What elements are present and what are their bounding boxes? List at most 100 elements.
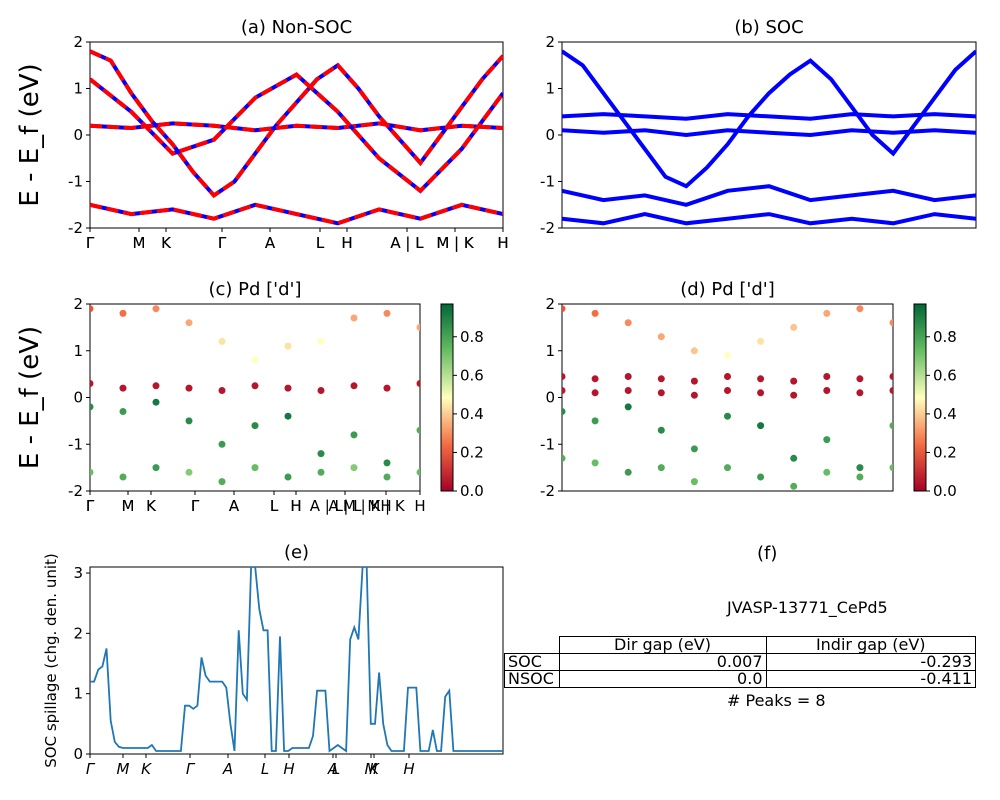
colorbar-tick-label: 0.0	[933, 482, 957, 500]
band-point	[657, 375, 665, 383]
band-point	[624, 468, 632, 476]
band-point	[790, 323, 798, 331]
x-tick-label: Γ	[86, 497, 95, 515]
nsoc-dir-gap: 0.0	[558, 670, 767, 688]
band-point	[152, 398, 160, 406]
series-line	[90, 121, 503, 133]
band-point	[657, 333, 665, 341]
x-tick-label: M | K	[436, 234, 475, 252]
y-tick-label: -2	[68, 219, 83, 237]
x-tick-label: A	[265, 234, 276, 252]
x-tick-label: Γ	[86, 760, 96, 778]
y-tick-label: 2	[73, 33, 83, 51]
colorbar-c	[440, 303, 454, 492]
band-point	[562, 373, 566, 380]
band-point	[218, 478, 226, 486]
x-tick-label: A	[229, 497, 240, 515]
y-tick-label: 1	[73, 342, 83, 360]
band-point	[823, 373, 831, 380]
x-tick-label: H	[403, 760, 414, 778]
y-tick-label: 1	[545, 80, 555, 98]
x-tick-label: H	[497, 234, 508, 252]
x-tick-label: M	[117, 760, 130, 778]
band-point	[119, 408, 127, 415]
x-tick-label: A	[222, 760, 233, 778]
band-point	[591, 417, 599, 425]
band-point	[757, 389, 765, 397]
x-tick-label: A | L	[390, 234, 424, 252]
series-group-b	[562, 49, 976, 226]
x-tick-label: Γ	[191, 497, 200, 515]
y-axis-label-a: E - E_f (eV)	[15, 63, 45, 206]
x-tick-label: H	[341, 234, 352, 252]
band-point	[251, 464, 259, 472]
y-tick-label: -2	[68, 482, 83, 500]
plot-frame-c	[89, 303, 421, 492]
x-tick-label: Γ	[218, 234, 227, 252]
band-point	[218, 387, 226, 394]
band-point	[152, 382, 160, 390]
soc-dir-gap: 0.007	[558, 653, 767, 671]
series-group-e	[90, 567, 503, 753]
x-tick-label: L	[316, 234, 325, 252]
band-point	[591, 389, 599, 397]
table-cell	[505, 637, 560, 654]
y-tick-label: 1	[73, 80, 83, 98]
y-tick-label: 0	[73, 389, 83, 407]
x-tick-label: H	[414, 497, 425, 515]
x-tick-label: K	[161, 234, 172, 252]
band-point	[889, 319, 893, 327]
band-point	[856, 473, 864, 481]
band-point	[823, 309, 831, 317]
band-point	[757, 422, 765, 430]
band-point	[690, 391, 698, 399]
band-point	[185, 468, 193, 476]
x-tick-label: H	[290, 497, 301, 515]
y-tick-label: 2	[545, 295, 555, 313]
band-point	[90, 380, 94, 387]
gap-table: Dir gap (eV) Indir gap (eV) SOC 0.007 -0…	[504, 636, 976, 688]
band-point	[591, 309, 599, 317]
band-point	[185, 417, 193, 425]
table-row: NSOC 0.0 -0.411	[504, 670, 976, 688]
band-point	[624, 387, 632, 394]
series-line	[562, 128, 976, 138]
y-tick-label: 2	[545, 33, 555, 51]
scatter-group-c	[90, 305, 420, 486]
band-point	[624, 319, 632, 327]
x-tick-label: L	[270, 497, 279, 515]
panel-title-a: (a) Non-SOC	[241, 17, 352, 38]
x-tick-label: K	[369, 760, 380, 778]
x-tick-label: L	[316, 234, 325, 252]
x-tick-label: L	[270, 497, 279, 515]
x-tick-label: H	[497, 234, 508, 252]
band-point	[350, 314, 358, 322]
band-point	[657, 426, 665, 434]
band-point	[251, 422, 259, 430]
y-tick-label: 2	[73, 295, 83, 313]
x-tick-label: L	[261, 760, 269, 778]
series-line	[90, 49, 503, 199]
x-tick-label: A	[265, 234, 276, 252]
y-tick-label: -1	[540, 435, 555, 453]
colorbar-tick-label: 0.6	[460, 366, 484, 384]
band-point	[251, 356, 259, 364]
colorbar-tick-label: 0.8	[933, 328, 957, 346]
band-point	[856, 305, 864, 313]
band-point	[624, 373, 632, 380]
y-tick-label: 1	[73, 685, 83, 703]
band-point	[90, 403, 94, 411]
band-point	[185, 384, 193, 392]
y-tick-label: -2	[540, 219, 555, 237]
band-point	[856, 389, 864, 397]
band-point	[690, 377, 698, 385]
band-point	[690, 347, 698, 355]
y-tick-label: 0	[545, 126, 555, 144]
band-point	[757, 473, 765, 481]
x-tick-label: K	[141, 760, 152, 778]
peaks-count: # Peaks = 8	[727, 691, 826, 710]
x-tick-label: Γ	[218, 234, 227, 252]
y-tick-label: -1	[68, 173, 83, 191]
